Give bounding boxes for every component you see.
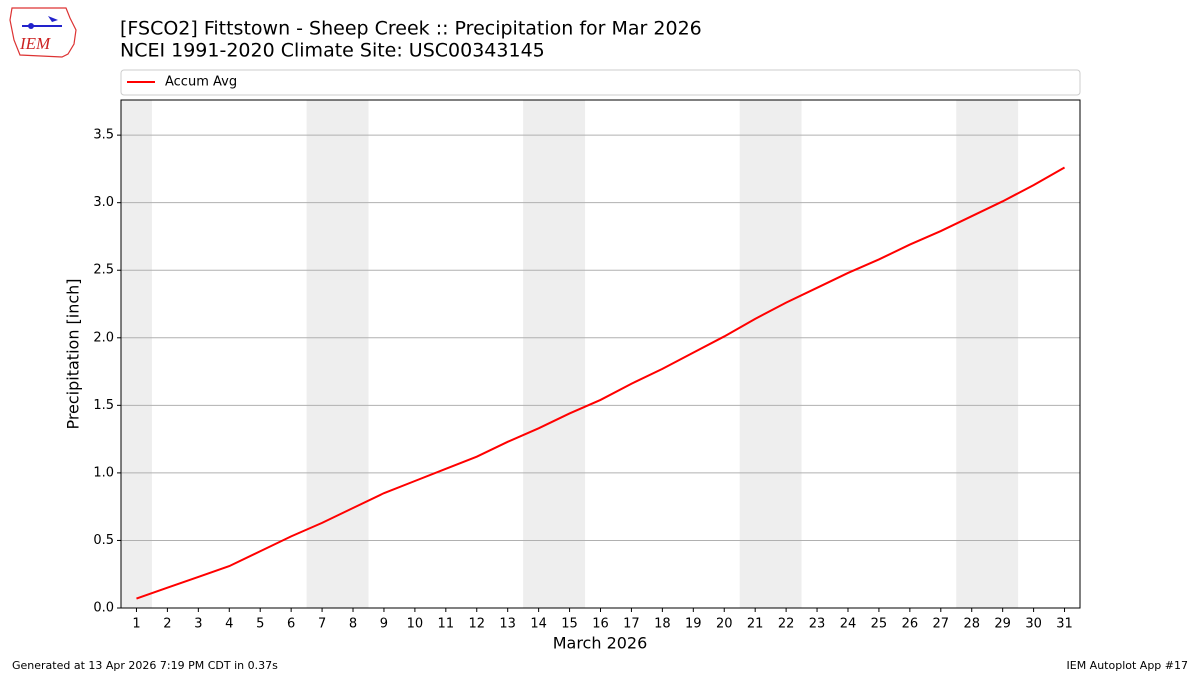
- legend-box: [120, 69, 1081, 96]
- x-tick-label: 28: [963, 617, 980, 632]
- x-tick-label: 29: [994, 617, 1011, 632]
- weekend-shade: [956, 100, 1019, 608]
- x-tick-label: 14: [530, 617, 547, 632]
- logo-outline: [9, 7, 77, 58]
- x-tick-label: 20: [716, 617, 733, 632]
- x-tick-label: 9: [380, 617, 388, 632]
- x-tick-label: 6: [287, 617, 295, 632]
- x-tick-label: 12: [468, 617, 485, 632]
- x-tick-label: 15: [561, 617, 578, 632]
- weekend-shade: [523, 100, 586, 608]
- weekend-shade: [739, 100, 802, 608]
- x-axis-label: March 2026: [553, 634, 648, 653]
- x-tick-label: 4: [225, 617, 233, 632]
- x-tick-label: 31: [1056, 617, 1073, 632]
- x-tick-label: 25: [871, 617, 888, 632]
- footer-left: Generated at 13 Apr 2026 7:19 PM CDT in …: [12, 659, 278, 672]
- series-line: [136, 166, 1066, 600]
- y-tick-label: 1.0: [93, 465, 114, 480]
- weekend-shade: [306, 100, 369, 608]
- x-tick-label: 13: [499, 617, 516, 632]
- x-tick-label: 18: [654, 617, 671, 632]
- x-tick-label: 1: [132, 617, 140, 632]
- x-tick-label: 26: [902, 617, 919, 632]
- x-tick-label: 24: [840, 617, 857, 632]
- weekend-shade: [121, 100, 152, 608]
- x-tick-label: 23: [809, 617, 826, 632]
- x-tick-label: 5: [256, 617, 264, 632]
- x-tick-label: 2: [163, 617, 171, 632]
- y-axis-label: Precipitation [inch]: [64, 278, 83, 429]
- logo: IEM: [9, 7, 77, 58]
- plot-frame: [120, 99, 1081, 609]
- x-tick-label: 21: [747, 617, 764, 632]
- y-tick-label: 2.0: [93, 330, 114, 345]
- y-tick-label: 1.5: [93, 398, 114, 413]
- x-tick-label: 8: [349, 617, 357, 632]
- x-tick-label: 22: [778, 617, 795, 632]
- y-tick-label: 0.0: [93, 601, 114, 616]
- footer-right: IEM Autoplot App #17: [1067, 659, 1189, 672]
- x-tick-label: 30: [1025, 617, 1042, 632]
- y-tick-label: 0.5: [93, 533, 114, 548]
- y-tick-label: 3.0: [93, 195, 114, 210]
- x-tick-label: 16: [592, 617, 609, 632]
- logo-vane: [48, 16, 58, 22]
- chart-title: [FSCO2] Fittstown - Sheep Creek :: Preci…: [120, 18, 702, 40]
- x-tick-label: 7: [318, 617, 326, 632]
- x-tick-label: 3: [194, 617, 202, 632]
- legend-label: Accum Avg: [165, 75, 237, 90]
- x-tick-label: 19: [685, 617, 702, 632]
- x-tick-label: 17: [623, 617, 640, 632]
- x-tick-label: 10: [407, 617, 424, 632]
- y-tick-label: 3.5: [93, 128, 114, 143]
- chart-subtitle: NCEI 1991-2020 Climate Site: USC00343145: [120, 40, 545, 62]
- y-tick-label: 2.5: [93, 263, 114, 278]
- x-tick-label: 11: [438, 617, 455, 632]
- logo-text: IEM: [19, 34, 51, 53]
- logo-dot: [28, 23, 34, 29]
- x-tick-label: 27: [933, 617, 950, 632]
